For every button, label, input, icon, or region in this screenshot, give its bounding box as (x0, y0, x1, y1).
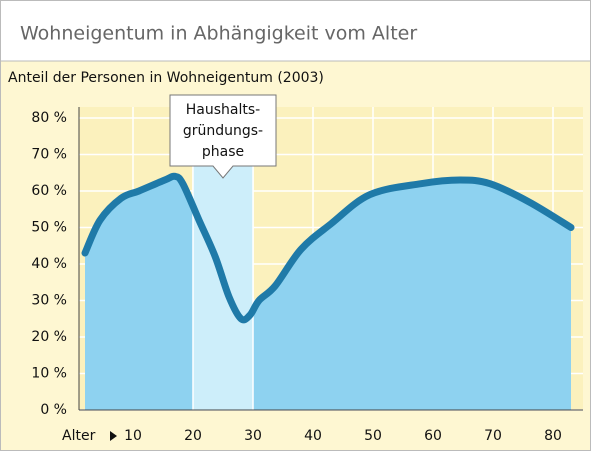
x-tick-label: 70 (484, 428, 502, 444)
x-tick-label: 80 (544, 428, 562, 444)
y-tick-label: 20 % (31, 329, 67, 345)
y-tick-label: 30 % (31, 292, 67, 308)
y-tick-label: 40 % (31, 256, 67, 272)
x-tick-label: 60 (424, 428, 442, 444)
x-tick-label: 40 (304, 428, 322, 444)
y-tick-label: 0 % (40, 402, 67, 418)
x-axis-label: Alter (62, 428, 96, 444)
x-tick-label: 50 (364, 428, 382, 444)
chart-title: Wohneigentum in Abhängigkeit vom Alter (20, 23, 417, 45)
annotation-box (169, 94, 277, 179)
annotation-text: phase (202, 144, 244, 160)
area-highlight (193, 206, 253, 410)
x-tick-label: 20 (184, 428, 202, 444)
line (81, 172, 575, 324)
x-tick-label: 30 (244, 428, 262, 444)
y-tick-label: 80 % (31, 110, 67, 126)
y-tick-label: 70 % (31, 146, 67, 162)
x-tick-label: 10 (124, 428, 142, 444)
y-tick-label: 60 % (31, 183, 67, 199)
y-tick-label: 10 % (31, 365, 67, 381)
annotation-text: gründungs- (183, 123, 263, 139)
x-axis-arrow (110, 431, 117, 441)
annotation-text: Haushalts- (186, 102, 260, 118)
y-tick-label: 50 % (31, 219, 67, 235)
chart-subtitle: Anteil der Personen in Wohneigentum (200… (8, 70, 324, 86)
